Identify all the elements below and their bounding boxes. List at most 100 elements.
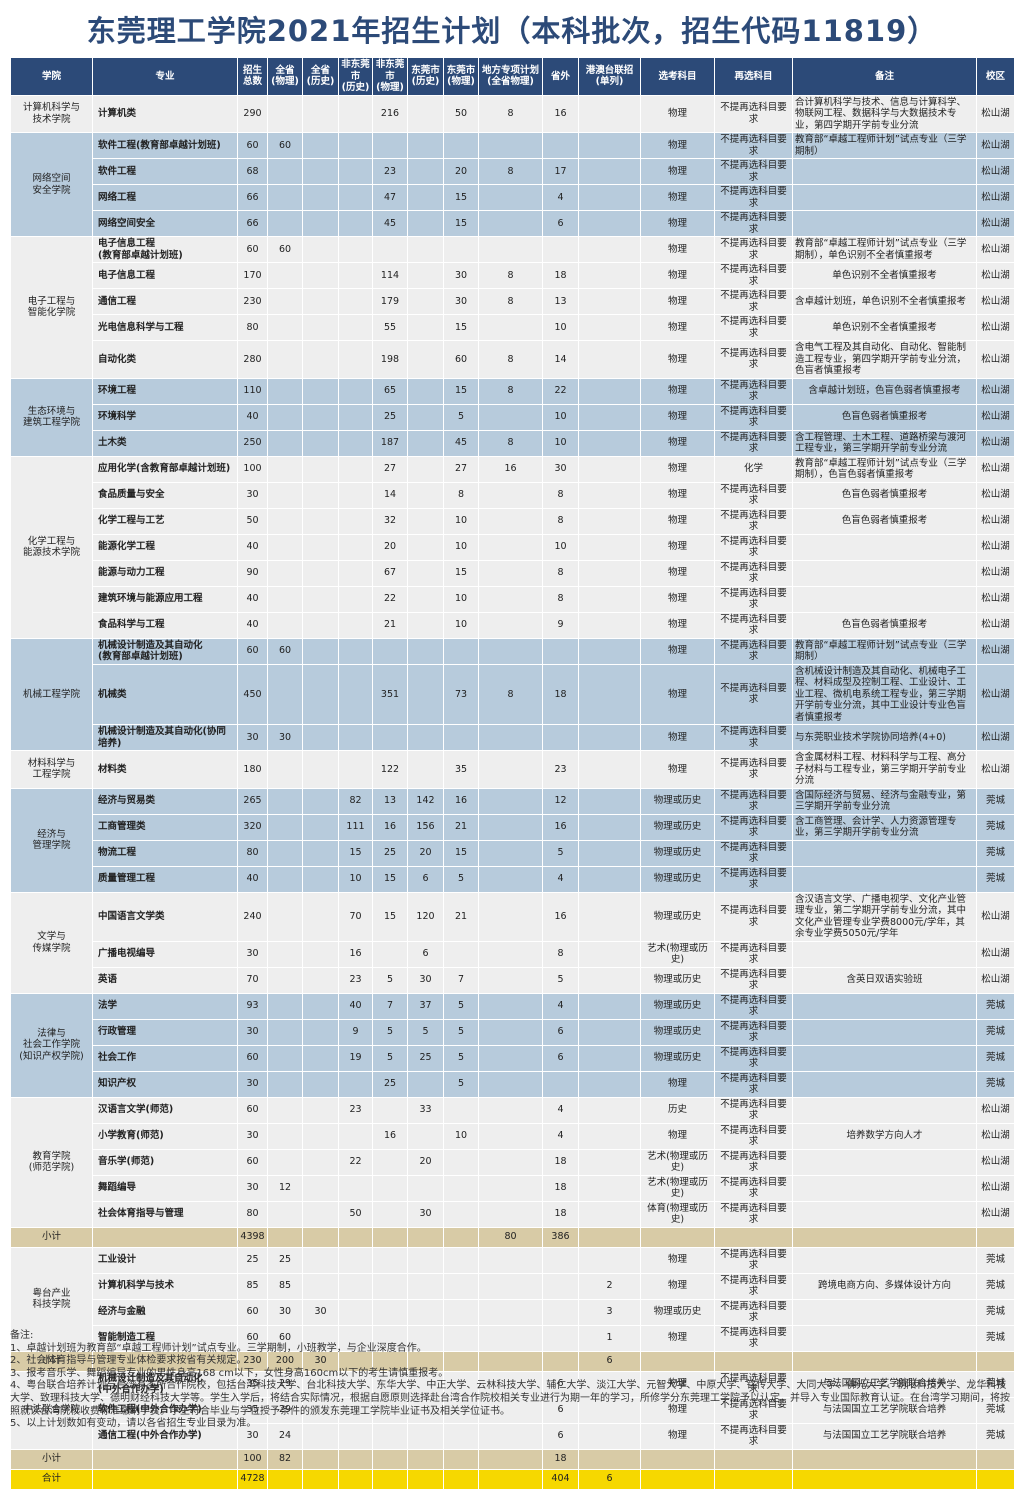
cell: 松山湖 [976, 158, 1015, 185]
cell: 5 [443, 992, 479, 1020]
cell: 物理 [640, 132, 715, 159]
cell [302, 813, 339, 841]
cell: 物理 [640, 663, 715, 725]
cell [407, 750, 444, 789]
row: 物流工程 80 15 25 20 15 5 物理或历史 不提再选科目要求 莞城 [11, 839, 1015, 867]
cell: 35 [237, 1370, 268, 1398]
cell [267, 787, 303, 815]
cell: 13 [542, 288, 579, 315]
cell: 不提再选科目要求 [714, 1272, 793, 1300]
cell: 物理 [640, 1272, 715, 1300]
cell: 物理 [640, 288, 715, 315]
cell [302, 1070, 339, 1098]
cell: 莞城 [976, 1370, 1015, 1398]
cell [267, 314, 303, 341]
cell [478, 1018, 543, 1046]
cell [542, 724, 579, 751]
cell [267, 455, 303, 483]
cell [443, 1200, 479, 1228]
cell: 不提再选科目要求 [714, 813, 793, 841]
cell: 不提再选科目要求 [714, 533, 793, 561]
cell [578, 1422, 641, 1450]
cell [267, 533, 303, 561]
cell [267, 184, 303, 211]
row: 粤台产业 科技学院 工业设计 25 25 物理 不提再选科目要求 莞城 [10, 1246, 1015, 1352]
major: 行政管理 [92, 1018, 238, 1046]
row: 化学工程与 能源技术学院 应用化学(含教育部卓越计划班) 100 27 27 16 30 物理… [10, 455, 1015, 639]
cell [302, 585, 339, 613]
cell: 物理或历史 [640, 1044, 715, 1072]
cell: 莞城 [976, 1018, 1015, 1046]
cell: 物理 [640, 1370, 715, 1398]
cell: 不提再选科目要求 [714, 507, 793, 535]
cell [478, 1148, 543, 1176]
cell [338, 1448, 373, 1470]
cell [792, 940, 977, 968]
cell [372, 1396, 408, 1424]
cell: 艺术(物理或历史) [640, 940, 715, 968]
cell: 松山湖 [976, 288, 1015, 315]
cell [478, 966, 543, 994]
cell [302, 787, 339, 815]
cell: 不提再选科目要求 [714, 1246, 793, 1274]
row: 建筑环境与能源应用工程 40 22 10 8 物理 不提再选科目要求 松山湖 [11, 585, 1015, 613]
cell: 8 [478, 340, 543, 379]
cell [478, 1324, 543, 1352]
cell: 松山湖 [976, 340, 1015, 379]
row: 计算机科学与技术 85 85 2 物理 不提再选科目要求 跨境电商方向、多媒体设计方向 莞城 [11, 1272, 1015, 1300]
major: 知识产权 [92, 1070, 238, 1098]
cell [302, 637, 339, 665]
cell: 45 [443, 429, 479, 457]
major: 小学教育(师范) [92, 1122, 238, 1150]
cell [338, 663, 373, 725]
cell: 6 [407, 865, 444, 893]
cell: 8 [478, 262, 543, 289]
cell [578, 236, 641, 263]
cell [578, 966, 641, 994]
cell [338, 533, 373, 561]
cell: 含工程管理、土木工程、道路桥梁与渡河工程专业，第三学期开学前专业分流 [792, 429, 977, 457]
cell: 单色识别不全者慎重报考 [792, 262, 977, 289]
cell: 67 [372, 559, 408, 587]
cell [338, 1298, 373, 1326]
cell: 物理 [640, 403, 715, 431]
cell: 30 [237, 940, 268, 968]
cell [407, 637, 444, 665]
cell [302, 559, 339, 587]
cell: 松山湖 [976, 585, 1015, 613]
cell [302, 340, 339, 379]
cell: 8 [542, 940, 579, 968]
cell [542, 1298, 579, 1326]
cell [443, 940, 479, 968]
cell [578, 813, 641, 841]
cell: 25 [407, 1044, 444, 1072]
cell [578, 637, 641, 665]
cell: 8 [443, 481, 479, 509]
cell [302, 132, 339, 159]
cell: 21 [443, 813, 479, 841]
cell: 不提再选科目要求 [714, 340, 793, 379]
cell: 22 [372, 585, 408, 613]
major: 经济与贸易类 [92, 787, 238, 815]
major: 光电信息科学与工程 [92, 314, 238, 341]
cell: 松山湖 [976, 314, 1015, 341]
column-header: 东莞市 (物理) [443, 57, 479, 96]
cell [267, 1226, 303, 1248]
cell: 3 [578, 1298, 641, 1326]
cell [478, 236, 543, 263]
cell [578, 992, 641, 1020]
cell [478, 813, 543, 841]
cell [338, 750, 373, 789]
cell: 30 [542, 455, 579, 483]
cell [372, 1246, 408, 1274]
cell [578, 1370, 641, 1398]
cell [407, 1226, 444, 1248]
cell: 松山湖 [976, 94, 1015, 133]
cell: 不提再选科目要求 [714, 663, 793, 725]
cell: 33 [407, 1096, 444, 1124]
cell: 莞城 [976, 839, 1015, 867]
cell [372, 1298, 408, 1326]
column-header: 校区 [976, 57, 1015, 96]
cell [338, 1422, 373, 1450]
cell [578, 507, 641, 535]
